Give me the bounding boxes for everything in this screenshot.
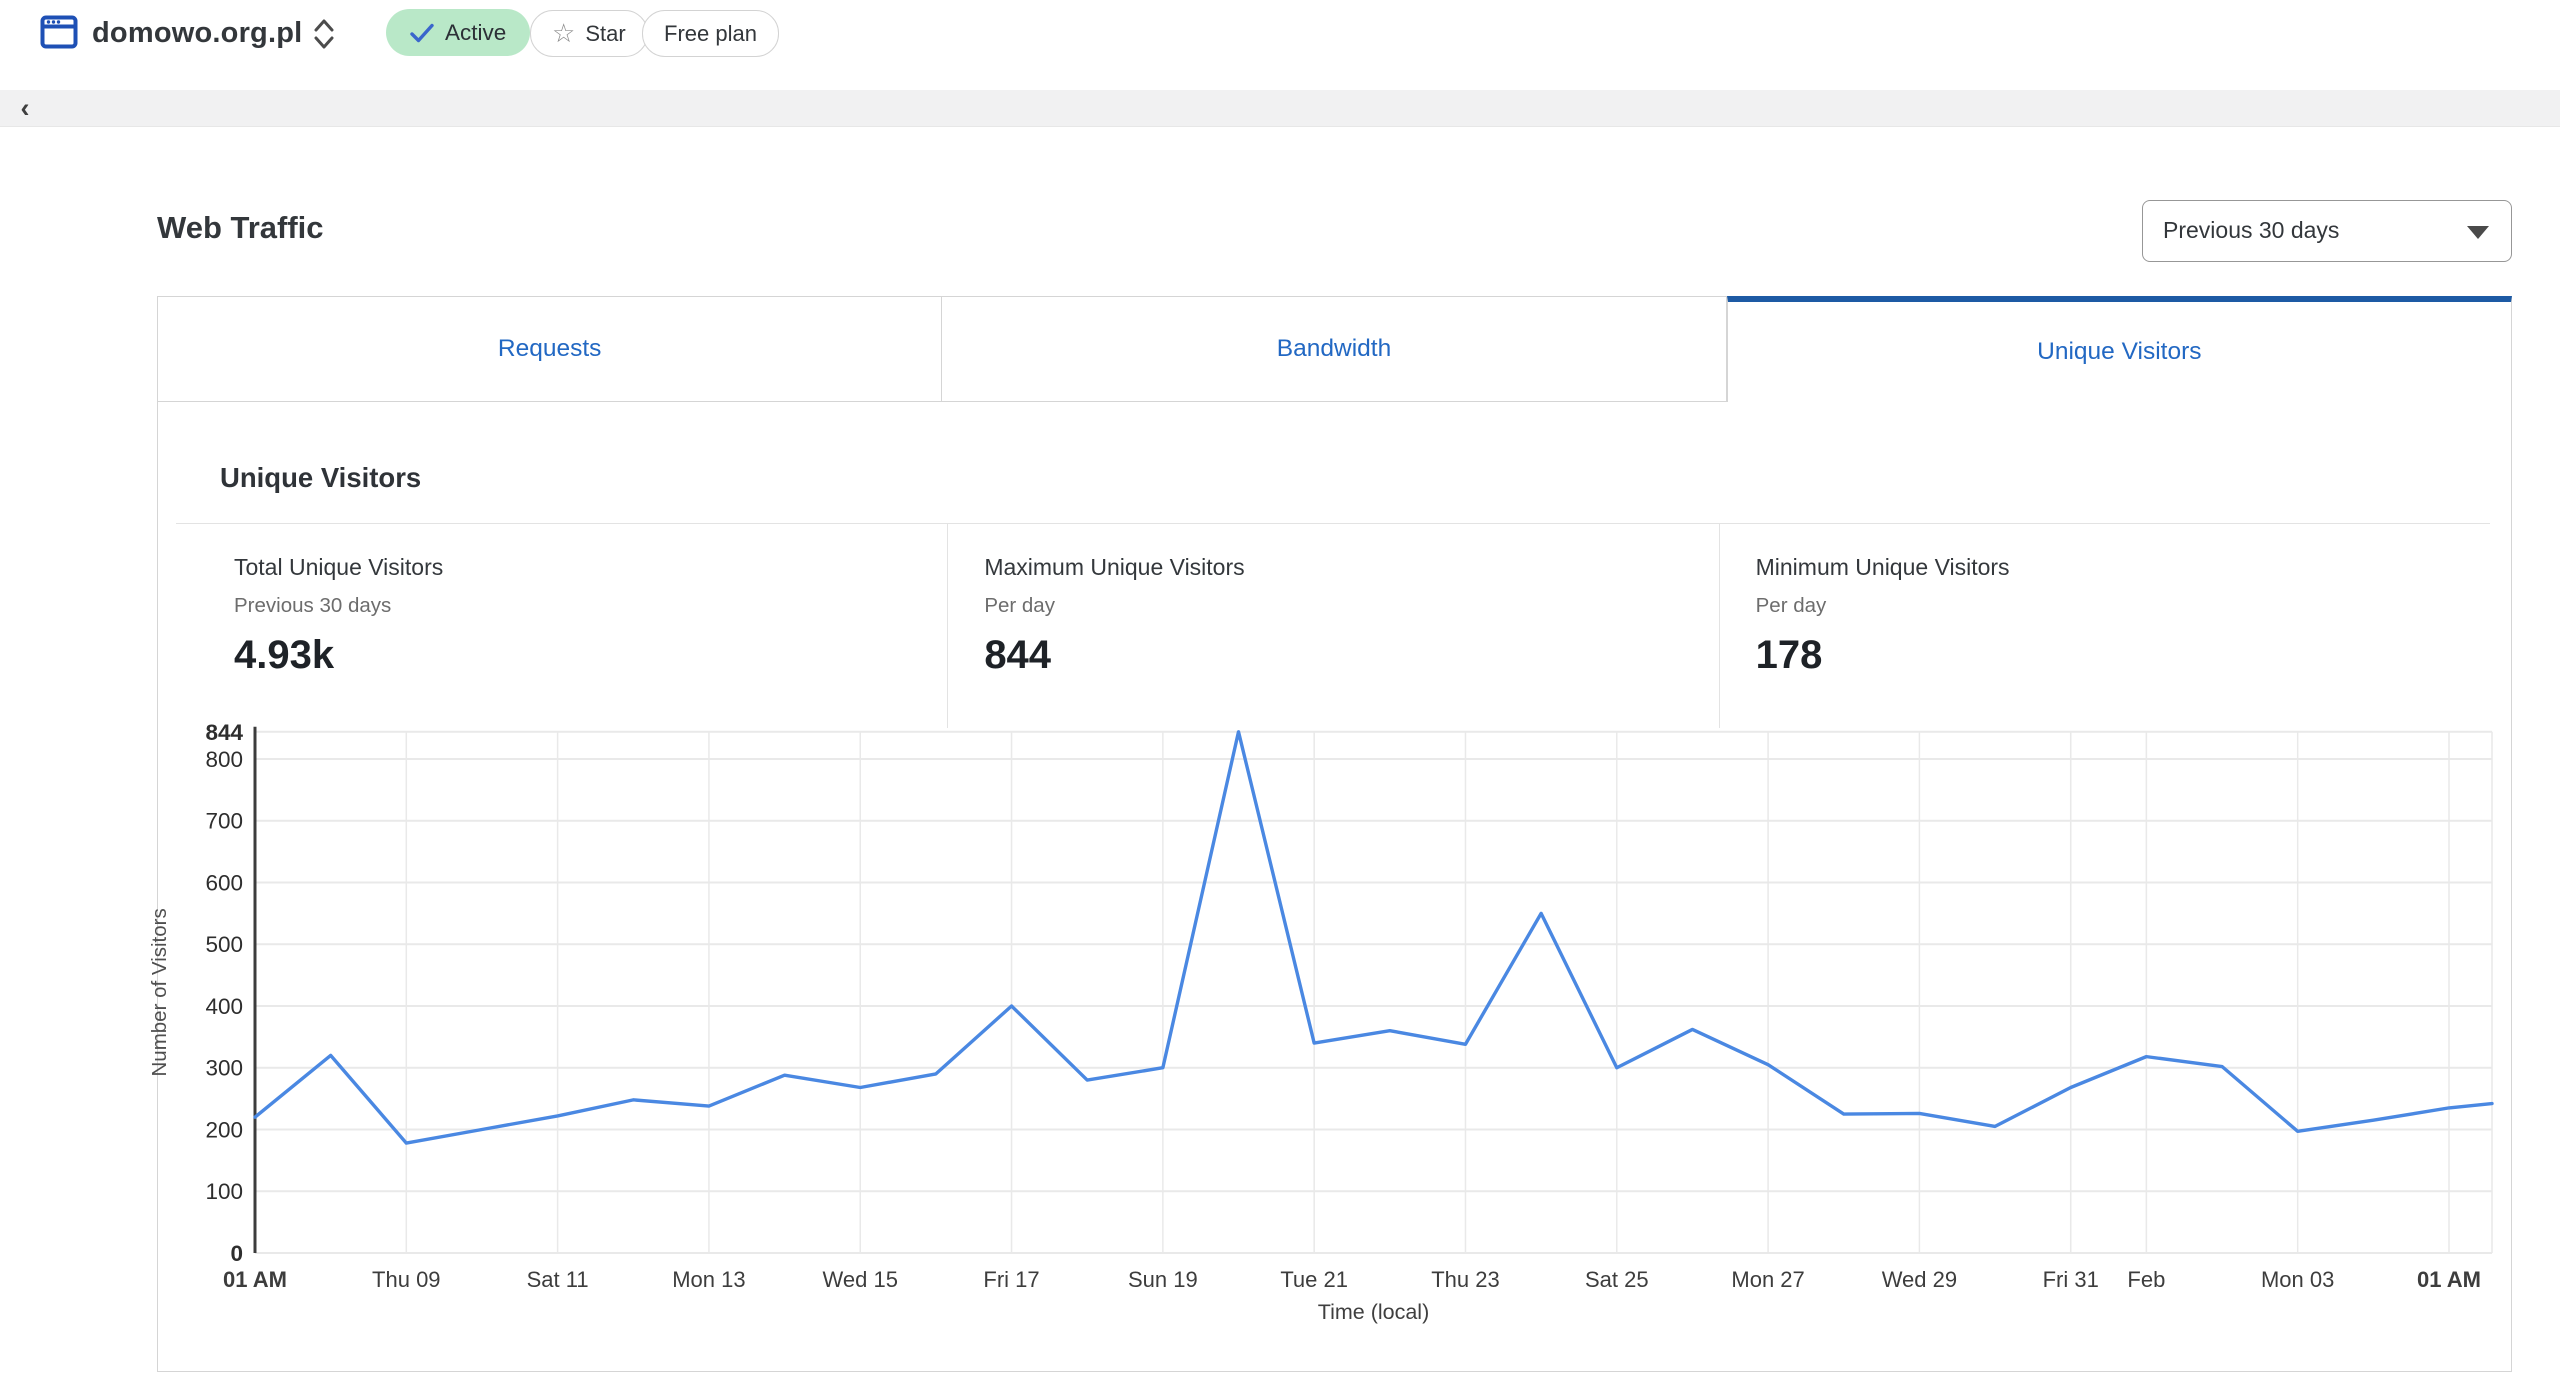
tab-label: Unique Visitors: [2037, 338, 2202, 365]
tabs-row: Requests Bandwidth Unique Visitors: [157, 296, 2512, 402]
svg-text:Fri 31: Fri 31: [2043, 1267, 2099, 1292]
stat-subtitle: Previous 30 days: [234, 594, 392, 617]
stat-value: 178: [1755, 633, 1823, 677]
svg-text:Sat 11: Sat 11: [527, 1267, 589, 1292]
chevron-left-icon: ‹: [20, 92, 30, 123]
y-axis-title: Number of Visitors: [150, 908, 171, 1076]
caret-down-icon: [2467, 226, 2489, 239]
tab-label: Bandwidth: [1276, 335, 1392, 362]
svg-text:Sat 25: Sat 25: [1585, 1267, 1649, 1292]
svg-text:Mon 13: Mon 13: [672, 1267, 745, 1292]
traffic-panel: Requests Bandwidth Unique Visitors Uniqu…: [157, 296, 2512, 1372]
stat-value: 844: [984, 633, 1052, 677]
stat-card-total: Total Unique Visitors Previous 30 days 4…: [176, 524, 947, 728]
x-tick-labels: 01 AM Thu 09 Sat 11 Mon 13 Wed 15 Fri 17 Sun 1…: [223, 1267, 2481, 1292]
svg-text:600: 600: [205, 870, 243, 895]
stat-card-minimum: Minimum Unique Visitors Per day 178: [1718, 524, 2490, 728]
stat-title: Maximum Unique Visitors: [984, 554, 1245, 580]
tab-bandwidth[interactable]: Bandwidth: [942, 296, 1727, 402]
stat-value: 4.93k: [234, 633, 335, 677]
y-gridlines: [255, 730, 2492, 1254]
stat-title: Total Unique Visitors: [234, 554, 444, 580]
svg-text:Mon 03: Mon 03: [2261, 1267, 2334, 1292]
nav-strip: ‹: [0, 90, 2560, 127]
domain-name: domowo.org.pl: [92, 16, 303, 49]
tab-unique-visitors[interactable]: Unique Visitors: [1726, 296, 2512, 402]
svg-text:200: 200: [205, 1117, 243, 1142]
status-badge-active: Active: [386, 9, 531, 56]
x-axis-title: Time (local): [1318, 1300, 1430, 1324]
section-heading: Unique Visitors: [220, 462, 422, 493]
svg-text:844: 844: [205, 720, 243, 745]
svg-text:01 AM: 01 AM: [223, 1267, 287, 1292]
svg-text:700: 700: [205, 809, 243, 834]
stats-row: Total Unique Visitors Previous 30 days 4…: [176, 523, 2490, 728]
svg-text:Wed 29: Wed 29: [1882, 1267, 1957, 1292]
tab-content: Unique Visitors Total Unique Visitors Pr…: [157, 402, 2512, 1372]
svg-text:Mon 27: Mon 27: [1731, 1267, 1804, 1292]
page-title: Web Traffic: [157, 210, 324, 245]
svg-text:Wed 15: Wed 15: [823, 1267, 898, 1292]
svg-text:400: 400: [205, 994, 243, 1019]
stat-subtitle: Per day: [984, 594, 1055, 617]
svg-text:0: 0: [230, 1241, 243, 1266]
svg-text:500: 500: [205, 932, 243, 957]
svg-text:800: 800: [205, 747, 243, 772]
chevron-up-down-icon[interactable]: [310, 16, 338, 52]
plan-badge: Free plan: [642, 10, 779, 57]
star-button[interactable]: ☆ Star: [530, 10, 648, 57]
svg-text:01 AM: 01 AM: [2417, 1267, 2481, 1292]
range-dropdown[interactable]: Previous 30 days: [2142, 200, 2512, 262]
svg-text:Tue 21: Tue 21: [1280, 1267, 1348, 1292]
status-badge-label: Active: [445, 19, 507, 45]
stat-card-maximum: Maximum Unique Visitors Per day 844: [947, 524, 1718, 728]
svg-text:300: 300: [205, 1056, 243, 1081]
x-gridlines: [254, 731, 2493, 1253]
check-icon: [410, 23, 434, 42]
series-line: [253, 730, 2494, 1145]
svg-text:Thu 23: Thu 23: [1431, 1267, 1500, 1292]
star-button-label: Star: [585, 20, 626, 46]
tab-requests[interactable]: Requests: [157, 296, 943, 402]
topbar: domowo.org.pl Active ☆ Star Free plan: [0, 0, 2560, 72]
svg-text:Sun 19: Sun 19: [1128, 1267, 1198, 1292]
svg-text:Feb: Feb: [2127, 1267, 2165, 1292]
range-dropdown-value: Previous 30 days: [2163, 217, 2340, 243]
svg-text:100: 100: [205, 1179, 243, 1204]
plan-badge-label: Free plan: [664, 20, 757, 46]
stat-subtitle: Per day: [1755, 594, 1827, 617]
svg-text:Thu 09: Thu 09: [372, 1267, 441, 1292]
svg-text:Fri 17: Fri 17: [983, 1267, 1039, 1292]
collapse-button[interactable]: ‹: [10, 90, 40, 126]
stat-title: Minimum Unique Visitors: [1755, 554, 2010, 580]
browser-window-icon: [40, 15, 78, 49]
star-icon: ☆: [552, 17, 576, 48]
tab-label: Requests: [497, 335, 602, 362]
